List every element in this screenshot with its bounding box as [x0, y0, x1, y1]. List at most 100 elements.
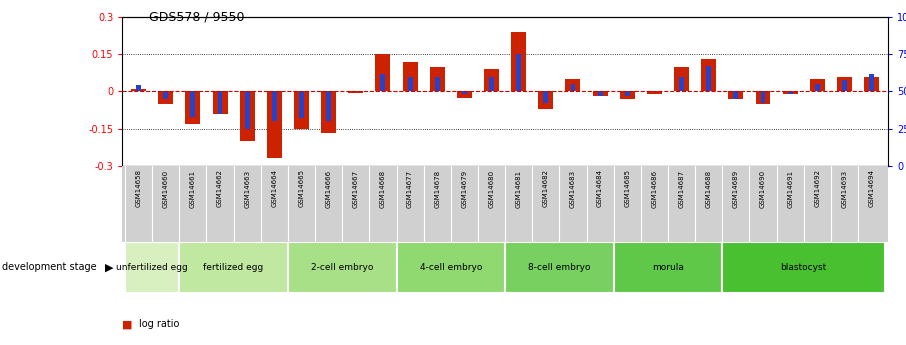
Text: GDS578 / 9550: GDS578 / 9550 — [149, 10, 245, 23]
Bar — [837, 77, 852, 91]
Bar — [538, 91, 554, 109]
Text: ▶: ▶ — [105, 263, 113, 272]
Bar — [326, 91, 331, 121]
Bar — [842, 80, 847, 91]
Text: GSM14668: GSM14668 — [380, 169, 386, 208]
Bar — [814, 84, 820, 91]
Bar — [760, 91, 766, 103]
Bar — [457, 91, 472, 98]
Text: 4-cell embryo: 4-cell embryo — [419, 263, 482, 272]
Bar — [722, 241, 885, 293]
Text: GSM14679: GSM14679 — [461, 169, 467, 208]
Text: GSM14661: GSM14661 — [190, 169, 196, 208]
Bar — [321, 91, 336, 134]
Bar — [489, 77, 494, 91]
Bar — [397, 241, 505, 293]
Text: GSM14683: GSM14683 — [570, 169, 576, 208]
Bar — [288, 241, 397, 293]
Bar — [625, 91, 630, 96]
Bar — [620, 91, 635, 99]
Text: GSM14658: GSM14658 — [136, 169, 141, 207]
Bar — [294, 91, 309, 129]
Text: GSM14667: GSM14667 — [352, 169, 359, 208]
Text: GSM14665: GSM14665 — [298, 169, 304, 207]
Bar — [787, 91, 793, 95]
Bar — [213, 91, 227, 114]
Text: GSM14688: GSM14688 — [706, 169, 712, 208]
Bar — [869, 73, 874, 91]
Bar — [136, 86, 141, 91]
Bar — [240, 91, 255, 141]
Bar — [674, 67, 689, 91]
Text: GSM14680: GSM14680 — [488, 169, 495, 208]
Bar — [131, 89, 146, 91]
Bar — [408, 77, 412, 91]
Bar — [680, 77, 684, 91]
Bar — [593, 91, 608, 96]
Bar — [381, 73, 385, 91]
Text: GSM14662: GSM14662 — [217, 169, 223, 207]
Bar — [511, 32, 526, 91]
Text: GSM14693: GSM14693 — [842, 169, 847, 208]
Text: GSM14664: GSM14664 — [271, 169, 277, 207]
Bar — [544, 91, 548, 103]
Bar — [864, 77, 879, 91]
Bar — [179, 241, 288, 293]
Bar — [598, 91, 602, 96]
Text: GSM14666: GSM14666 — [325, 169, 332, 208]
Bar — [810, 79, 824, 91]
Text: GSM14694: GSM14694 — [869, 169, 874, 207]
Bar — [783, 91, 797, 94]
Bar — [571, 84, 575, 91]
Bar — [267, 91, 282, 158]
Text: GSM14677: GSM14677 — [407, 169, 413, 208]
Text: GSM14691: GSM14691 — [787, 169, 793, 208]
Text: GSM14692: GSM14692 — [814, 169, 820, 207]
Text: morula: morula — [652, 263, 684, 272]
Text: log ratio: log ratio — [139, 319, 179, 329]
Text: GSM14678: GSM14678 — [434, 169, 440, 208]
Text: GSM14689: GSM14689 — [733, 169, 739, 208]
Bar — [647, 91, 662, 94]
Bar — [125, 241, 179, 293]
Bar — [186, 91, 200, 124]
Bar — [505, 241, 613, 293]
Bar — [565, 79, 581, 91]
Bar — [429, 67, 445, 91]
Text: GSM14687: GSM14687 — [679, 169, 685, 208]
Text: 2-cell embryo: 2-cell embryo — [311, 263, 373, 272]
Text: blastocyst: blastocyst — [781, 263, 827, 272]
Text: development stage: development stage — [2, 263, 96, 272]
Bar — [516, 55, 521, 91]
Bar — [375, 55, 390, 91]
Bar — [272, 91, 276, 121]
Text: GSM14681: GSM14681 — [516, 169, 522, 208]
Bar — [402, 62, 418, 91]
Text: ■: ■ — [122, 319, 133, 329]
Bar — [435, 77, 439, 91]
Bar — [756, 91, 770, 104]
Text: 8-cell embryo: 8-cell embryo — [528, 263, 591, 272]
Bar — [217, 91, 223, 114]
Text: GSM14690: GSM14690 — [760, 169, 766, 208]
Text: fertilized egg: fertilized egg — [204, 263, 264, 272]
Text: GSM14684: GSM14684 — [597, 169, 603, 207]
Text: GSM14682: GSM14682 — [543, 169, 549, 207]
Bar — [701, 59, 716, 91]
Text: unfertilized egg: unfertilized egg — [116, 263, 188, 272]
Bar — [613, 241, 722, 293]
Bar — [299, 91, 304, 118]
Bar — [734, 91, 738, 99]
Bar — [190, 91, 196, 117]
Bar — [462, 91, 467, 95]
Text: GSM14663: GSM14663 — [245, 169, 250, 208]
Bar — [159, 91, 173, 104]
Bar — [707, 66, 711, 91]
Bar — [348, 91, 363, 93]
Bar — [163, 91, 169, 99]
Bar — [484, 69, 499, 91]
Bar — [245, 91, 250, 129]
Text: GSM14660: GSM14660 — [163, 169, 169, 208]
Bar — [728, 91, 743, 99]
Text: GSM14686: GSM14686 — [651, 169, 658, 208]
